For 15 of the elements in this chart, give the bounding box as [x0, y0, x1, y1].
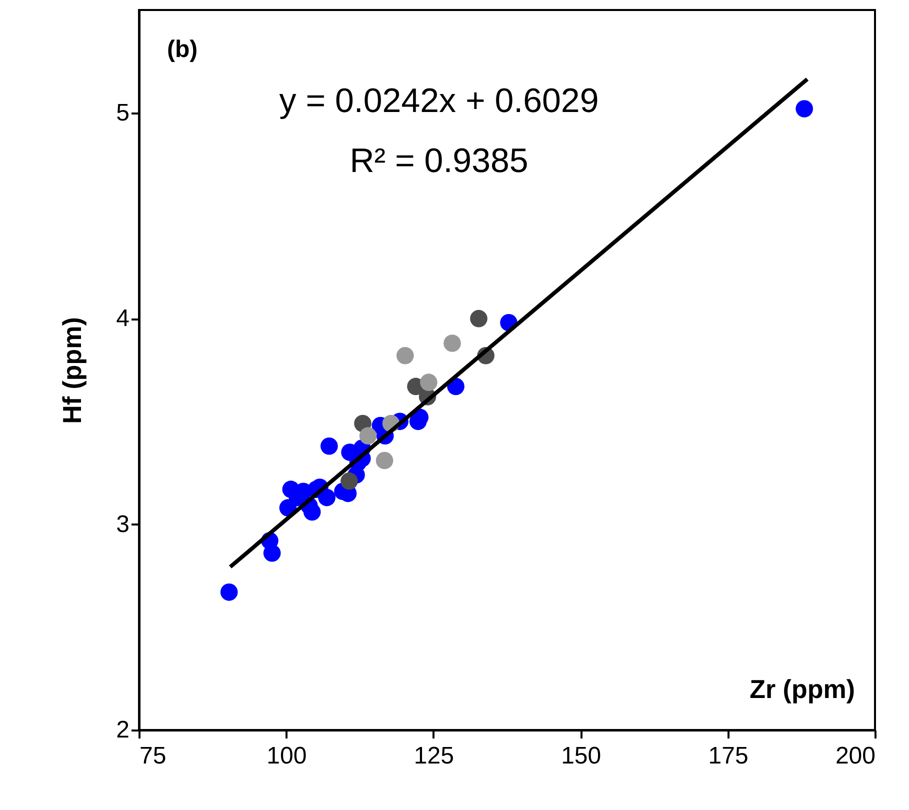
x-tick-label: 200	[835, 742, 876, 770]
y-axis-title: Hf (ppm)	[57, 317, 88, 424]
y-tick-label: 3	[116, 510, 130, 538]
x-tick-label: 100	[266, 742, 307, 770]
x-axis-title: Zr (ppm)	[750, 674, 855, 704]
x-tick-label: 75	[140, 742, 166, 770]
x-tick-label: 125	[414, 742, 454, 770]
x-tick-label: 150	[561, 742, 602, 770]
y-tick-label: 5	[116, 99, 130, 126]
y-tick-label: 2	[116, 716, 130, 744]
annotation: R² = 0.9385	[350, 142, 528, 180]
annotation: (b)	[167, 36, 198, 63]
annotation: y = 0.0242x + 0.6029	[279, 82, 599, 120]
y-tick-label: 4	[116, 305, 130, 332]
x-tick-label: 175	[708, 742, 748, 770]
